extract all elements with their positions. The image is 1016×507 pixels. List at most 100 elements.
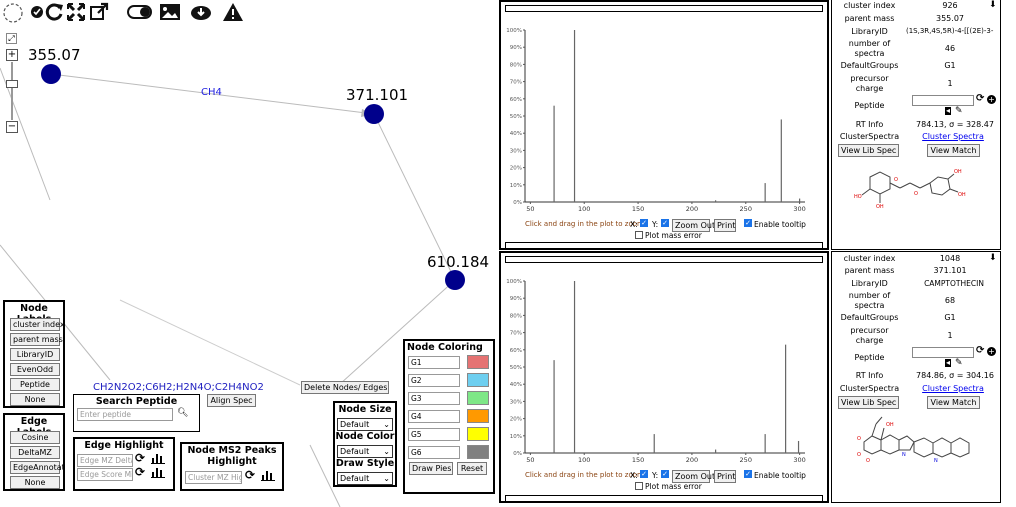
node-label-button[interactable]: LibraryID <box>10 348 60 361</box>
x-checkbox[interactable]: ✓ <box>640 470 648 478</box>
group-color-swatch[interactable] <box>467 373 489 387</box>
network-node[interactable] <box>364 104 384 124</box>
group-color-swatch[interactable] <box>467 355 489 369</box>
search-icon[interactable]: 🔍︎ <box>177 408 189 418</box>
pencil-icon[interactable]: ✎ <box>955 358 963 368</box>
add-icon[interactable]: + <box>987 95 996 104</box>
group-color-swatch[interactable] <box>467 409 489 423</box>
warning-icon[interactable] <box>221 1 245 23</box>
edge-label-button[interactable]: None <box>10 476 60 489</box>
zoom-slider-track[interactable] <box>11 62 13 120</box>
align-spec-button[interactable]: Align Spec <box>207 394 256 407</box>
external-link-icon[interactable] <box>88 1 110 23</box>
refresh-icon[interactable]: ⟳ <box>135 465 146 479</box>
edge-label-button[interactable]: EdgeAnnotat <box>10 461 65 474</box>
expand-icon[interactable]: ⤢ <box>6 33 17 44</box>
mass-error-checkbox[interactable] <box>635 482 643 490</box>
cloud-download-icon[interactable] <box>189 1 213 23</box>
network-node[interactable] <box>41 64 61 84</box>
draw-pies-button[interactable]: Draw Pies <box>409 462 453 475</box>
delete-nodes-button[interactable]: Delete Nodes/ Edges <box>301 381 389 394</box>
edge-n1-n2[interactable] <box>50 73 375 115</box>
spectrum-chart-2[interactable]: 0% 10% 20% 30% 40% 50% 60% 70% 80% 90% 100% 50 100 15… <box>501 267 827 467</box>
draw-style-select[interactable]: Default ⌄ <box>337 472 393 485</box>
zoom-out-button[interactable]: Zoom Out <box>672 470 715 483</box>
tooltip-checkbox[interactable]: ✓ <box>744 219 752 227</box>
view-match-button[interactable]: View Match <box>927 396 980 409</box>
edge-mz-delta-input[interactable]: Edge MZ Delta <box>77 454 133 467</box>
check-circle-icon[interactable] <box>30 1 44 23</box>
zoom-slider-handle[interactable] <box>6 80 18 88</box>
bar-chart-icon[interactable] <box>151 453 165 467</box>
edge-label-button[interactable]: Cosine <box>10 431 60 444</box>
default-groups-value: G1 <box>944 61 956 70</box>
node-label-button[interactable]: Peptide <box>10 378 60 391</box>
view-lib-spec-button[interactable]: View Lib Spec <box>838 144 899 157</box>
y-checkbox[interactable]: ✓ <box>661 219 669 227</box>
bar-chart-icon[interactable] <box>151 467 165 481</box>
group-color-swatch[interactable] <box>467 391 489 405</box>
arrow-left-icon[interactable]: ◂ <box>945 358 952 367</box>
zoom-in-button[interactable]: + <box>6 49 18 61</box>
node-label-button[interactable]: cluster index <box>10 318 65 331</box>
peptide-input[interactable] <box>912 95 974 106</box>
add-icon[interactable]: + <box>987 347 996 356</box>
view-match-button[interactable]: View Match <box>927 144 980 157</box>
mass-error-checkbox[interactable] <box>635 231 643 239</box>
edge-offscreen-3[interactable] <box>119 299 301 386</box>
bar-chart-icon[interactable] <box>261 470 275 484</box>
arrow-left-icon[interactable]: ◂ <box>945 106 952 115</box>
fit-screen-icon[interactable] <box>65 1 87 23</box>
node-label-button[interactable]: EvenOdd <box>10 363 60 376</box>
pencil-icon[interactable]: ✎ <box>955 106 963 116</box>
x-checkbox[interactable]: ✓ <box>640 219 648 227</box>
image-icon[interactable] <box>158 1 182 23</box>
plot-mass-error-label: Plot mass error <box>645 482 702 491</box>
cluster-spectra-link[interactable]: Cluster Spectra <box>922 384 984 393</box>
edge-offscreen-1[interactable] <box>0 67 51 201</box>
edge-label-button[interactable]: DeltaMZ <box>10 446 60 459</box>
y-checkbox[interactable]: ✓ <box>661 470 669 478</box>
zoom-out-button[interactable]: − <box>6 121 18 133</box>
refresh-icon[interactable]: ⟳ <box>135 451 146 465</box>
refresh-icon[interactable] <box>43 1 65 23</box>
toggle-icon[interactable] <box>127 1 153 23</box>
cluster-mz-input[interactable]: Cluster MZ Hig <box>185 471 242 484</box>
network-node[interactable] <box>445 270 465 290</box>
download-icon[interactable]: ⬇ <box>989 0 997 10</box>
group-input[interactable]: G6 <box>408 446 460 459</box>
edge-highlight-panel: Edge Highlight Edge MZ Delta Edge Score … <box>73 437 175 491</box>
node-size-select[interactable]: Default ⌄ <box>337 418 393 431</box>
print-button[interactable]: Print <box>714 470 736 483</box>
refresh-icon[interactable]: ⟳ <box>976 93 985 104</box>
group-input[interactable]: G5 <box>408 428 460 441</box>
group-input[interactable]: G3 <box>408 392 460 405</box>
reset-button[interactable]: Reset <box>457 462 487 475</box>
group-color-swatch[interactable] <box>467 445 489 459</box>
node-color-select[interactable]: Default ⌄ <box>337 445 393 458</box>
tooltip-checkbox[interactable]: ✓ <box>744 470 752 478</box>
refresh-icon[interactable]: ⟳ <box>245 468 256 482</box>
spectrum-chart-1[interactable]: 0% 10% 20% 30% 40% 50% 60% 70% 80% 90% 100% 50 100 15… <box>501 16 827 216</box>
node-label-button[interactable]: parent mass <box>10 333 63 346</box>
peptide-input[interactable] <box>912 347 974 358</box>
network-canvas[interactable]: 355.07 371.101 610.184 CH4 CH2N2O2;C6H2;… <box>0 0 500 507</box>
group-color-swatch[interactable] <box>467 427 489 441</box>
cluster-spectra-link[interactable]: Cluster Spectra <box>922 132 984 141</box>
rt-info-label: RT Info <box>855 371 884 380</box>
zoom-compass-icon[interactable] <box>0 1 30 23</box>
edge-score-input[interactable]: Edge Score Mi <box>77 468 133 481</box>
group-input[interactable]: G1 <box>408 356 460 369</box>
group-input[interactable]: G4 <box>408 410 460 423</box>
view-lib-spec-button[interactable]: View Lib Spec <box>838 396 899 409</box>
print-button[interactable]: Print <box>714 219 736 232</box>
group-input[interactable]: G2 <box>408 374 460 387</box>
search-peptide-input[interactable]: Enter peptide <box>77 408 173 421</box>
download-icon[interactable]: ⬇ <box>989 253 997 263</box>
edge-offscreen-4[interactable] <box>309 444 341 507</box>
node-label-button[interactable]: None <box>10 393 60 406</box>
edge-n3-out[interactable] <box>339 279 456 385</box>
refresh-icon[interactable]: ⟳ <box>976 345 985 356</box>
edge-n2-n3[interactable] <box>373 113 456 281</box>
zoom-out-button[interactable]: Zoom Out <box>672 219 715 232</box>
